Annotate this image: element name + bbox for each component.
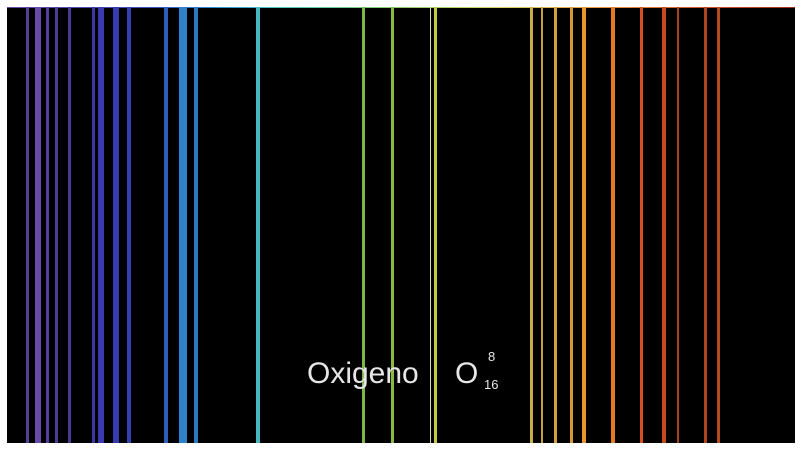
element-name: Oxigeno bbox=[307, 357, 419, 390]
spectral-line bbox=[611, 7, 615, 443]
spectral-line bbox=[541, 7, 543, 443]
spectral-line bbox=[164, 7, 168, 443]
spectral-line bbox=[26, 7, 29, 443]
spectral-line bbox=[362, 7, 365, 443]
spectral-line bbox=[256, 7, 260, 443]
spectral-line bbox=[55, 7, 58, 443]
spectral-line bbox=[570, 7, 573, 443]
spectral-line bbox=[677, 7, 679, 443]
spectral-line bbox=[194, 7, 198, 443]
spectral-line bbox=[662, 7, 666, 443]
spectral-line bbox=[554, 7, 557, 443]
spectral-line bbox=[640, 7, 643, 443]
spectral-line bbox=[98, 7, 104, 443]
spectral-line bbox=[430, 7, 431, 443]
spectral-line bbox=[68, 7, 71, 443]
spectral-line bbox=[717, 7, 720, 443]
spectral-line bbox=[391, 7, 394, 443]
spectral-line bbox=[704, 7, 707, 443]
emission-spectrum-panel: Oxigeno O 8 16 bbox=[7, 7, 795, 443]
spectral-line bbox=[434, 7, 437, 443]
spectral-line bbox=[582, 7, 586, 443]
spectral-line bbox=[35, 7, 41, 443]
spectral-line bbox=[530, 7, 533, 443]
mass-number: 16 bbox=[484, 377, 499, 392]
spectral-line bbox=[127, 7, 131, 443]
spectrum-top-rule bbox=[7, 7, 795, 8]
element-symbol: O bbox=[455, 357, 479, 390]
atomic-number: 8 bbox=[488, 349, 496, 364]
spectral-line bbox=[46, 7, 49, 443]
spectral-line bbox=[113, 7, 119, 443]
spectral-line bbox=[179, 7, 187, 443]
spectral-line bbox=[92, 7, 95, 443]
